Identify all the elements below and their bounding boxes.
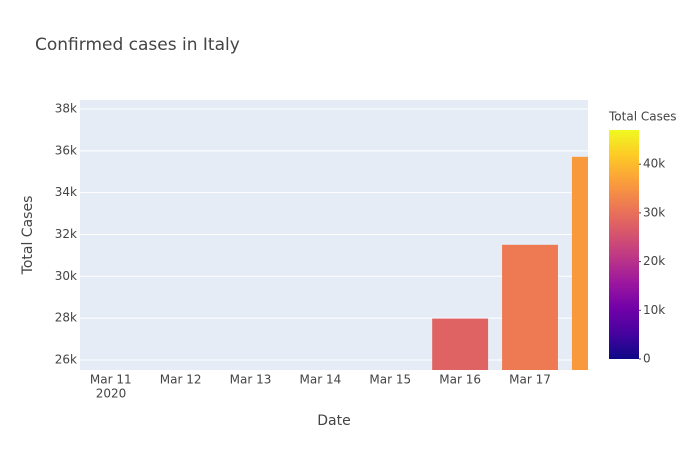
y-axis-title: Total Cases [20,196,36,276]
colorbar-tick-label: 10k [643,303,665,317]
colorbar-tick-label: 30k [643,205,665,219]
colorbar-tick-label: 0 [643,352,651,366]
y-tick-label: 28k [55,311,77,325]
bar [432,318,489,370]
x-tick-label: Mar 12 [160,373,202,387]
x-axis-title: Date [317,413,350,429]
y-tick-label: 38k [55,101,77,115]
y-tick-label: 32k [55,227,77,241]
colorbar [609,130,639,359]
x-tick-label: Mar 13 [230,373,272,387]
x-tick-label: Mar 15 [369,373,411,387]
y-tick-label: 26k [55,352,77,366]
colorbar-title: Total Cases [608,110,676,124]
bar [571,156,588,370]
colorbar-tick-label: 20k [643,254,665,268]
y-tick-label: 34k [55,185,77,199]
x-tick-label: Mar 16 [439,373,481,387]
chart-title: Confirmed cases in Italy [35,35,240,55]
x-year-label: 2020 [96,387,127,401]
y-tick-label: 36k [55,143,77,157]
x-tick-label: Mar 17 [509,373,551,387]
colorbar-tick-label: 40k [643,157,665,171]
x-tick-label: Mar 14 [300,373,342,387]
x-tick-label: Mar 11 [90,373,132,387]
y-tick-label: 30k [55,269,77,283]
bar [502,244,558,370]
